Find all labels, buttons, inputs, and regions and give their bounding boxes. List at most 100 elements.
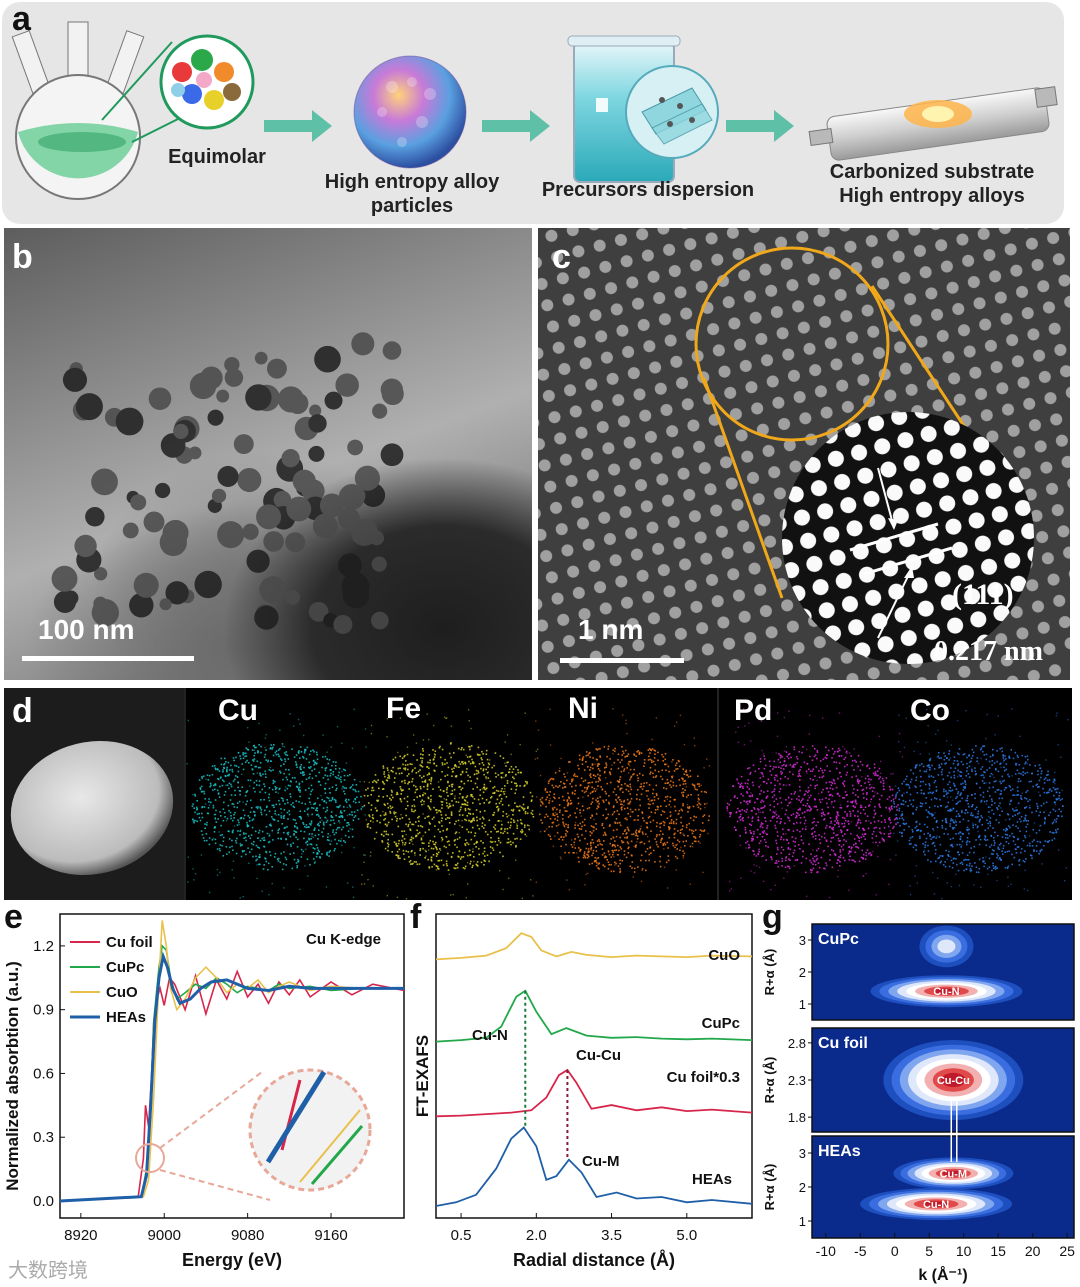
eds-dot xyxy=(1021,754,1023,757)
eds-dot xyxy=(497,837,500,839)
eds-dot xyxy=(396,850,399,853)
eds-dot xyxy=(654,809,657,811)
eds-dot xyxy=(423,785,425,788)
eds-dot xyxy=(617,785,619,788)
eds-dot xyxy=(430,860,433,862)
eds-dot xyxy=(308,837,310,840)
eds-dot xyxy=(1052,821,1055,824)
eds-dot xyxy=(657,806,659,808)
eds-dot xyxy=(682,833,684,835)
eds-dot xyxy=(427,815,430,818)
eds-dot xyxy=(1024,762,1026,765)
eds-dot xyxy=(583,824,586,826)
eds-dot xyxy=(286,787,289,790)
eds-dot xyxy=(316,762,318,765)
eds-dot xyxy=(392,796,394,799)
eds-dot xyxy=(831,801,833,803)
eds-dot xyxy=(577,802,580,805)
eds-dot xyxy=(664,753,667,755)
eds-dot xyxy=(236,802,239,804)
eds-dot xyxy=(445,717,447,720)
nanoparticle xyxy=(63,590,79,606)
eds-dot xyxy=(241,786,244,788)
eds-dot xyxy=(1051,831,1054,834)
eds-dot xyxy=(245,853,247,856)
eds-dot xyxy=(662,844,665,846)
eds-dot xyxy=(690,794,692,796)
eds-dot xyxy=(945,817,947,820)
nanoparticle xyxy=(207,409,224,426)
eds-dot xyxy=(272,782,275,785)
eds-dot xyxy=(576,833,579,836)
eds-dot xyxy=(759,758,762,760)
eds-dot xyxy=(612,837,615,839)
eds-dot xyxy=(671,776,674,779)
eds-dot xyxy=(238,751,240,754)
eds-dot xyxy=(860,836,863,839)
eds-dot xyxy=(594,763,596,765)
eds-dot xyxy=(626,837,628,839)
eds-dot xyxy=(649,752,651,754)
eds-dot xyxy=(275,791,277,793)
eds-dot xyxy=(699,833,702,836)
eds-dot xyxy=(860,806,863,808)
eds-dot xyxy=(834,820,836,822)
eds-dot xyxy=(392,758,395,761)
eds-dot xyxy=(681,777,683,780)
eds-dot xyxy=(635,755,637,757)
eds-dot xyxy=(279,748,281,750)
nanoparticle xyxy=(91,468,118,496)
eds-dot xyxy=(966,762,968,765)
eds-dot xyxy=(419,795,421,798)
eds-dot xyxy=(466,756,469,758)
eds-dot xyxy=(815,824,817,827)
eds-dot xyxy=(514,782,516,785)
eds-dot xyxy=(612,708,614,710)
eds-dot xyxy=(969,862,971,865)
eds-dot xyxy=(512,768,515,770)
eds-dot xyxy=(245,803,247,806)
eds-dot xyxy=(682,794,684,796)
eds-dot xyxy=(393,811,395,813)
eds-dot xyxy=(611,813,614,816)
eds-dot xyxy=(524,812,527,815)
nanoparticle xyxy=(200,366,223,390)
eds-dot xyxy=(765,797,768,799)
eds-dot xyxy=(489,780,492,783)
eds-dot xyxy=(818,838,821,841)
eds-dot xyxy=(310,803,312,805)
eds-dot xyxy=(452,852,454,854)
eds-dot xyxy=(642,817,644,819)
eds-dot xyxy=(585,751,588,753)
eds-dot xyxy=(242,754,244,756)
eds-dot xyxy=(506,815,509,818)
eds-dot xyxy=(839,856,842,859)
eds-dot xyxy=(243,837,245,839)
eds-dot xyxy=(948,781,951,783)
eds-dot xyxy=(590,844,592,847)
eds-dot xyxy=(356,796,358,798)
eds-dot xyxy=(1000,859,1002,861)
eds-dot xyxy=(961,852,964,854)
eds-dot xyxy=(259,807,262,810)
eds-dot xyxy=(1039,776,1042,779)
eds-dot xyxy=(482,852,484,855)
eds-dot xyxy=(798,751,801,753)
eds-dot xyxy=(628,829,630,832)
eds-dot xyxy=(472,761,474,763)
eds-dot xyxy=(669,796,672,799)
eds-dot xyxy=(996,867,999,869)
eds-dot xyxy=(827,813,829,815)
eds-dot xyxy=(553,796,555,799)
eds-dot xyxy=(483,773,485,776)
eds-dot xyxy=(220,824,222,827)
eds-dot xyxy=(980,747,983,749)
eds-dot xyxy=(505,765,507,767)
eds-dot xyxy=(440,820,443,822)
eds-dot xyxy=(460,773,463,776)
eds-dot xyxy=(794,845,796,847)
eds-dot xyxy=(653,799,656,801)
eds-dot xyxy=(670,819,673,821)
eds-dot xyxy=(360,795,362,798)
eds-dot xyxy=(633,819,636,821)
